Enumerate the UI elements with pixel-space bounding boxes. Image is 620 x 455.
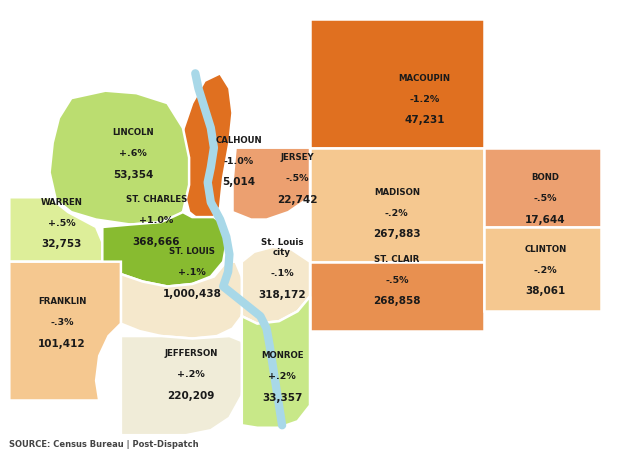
Text: BOND: BOND <box>531 172 560 182</box>
Text: +.2%: +.2% <box>268 371 296 380</box>
Text: -.5%: -.5% <box>286 173 309 182</box>
Polygon shape <box>180 74 232 220</box>
Text: JERSEY: JERSEY <box>281 153 314 162</box>
Text: +.1%: +.1% <box>179 268 206 277</box>
Text: -.3%: -.3% <box>50 317 74 326</box>
Text: 33,357: 33,357 <box>262 392 303 402</box>
Text: ST. CHARLES: ST. CHARLES <box>126 195 187 204</box>
Text: 22,742: 22,742 <box>277 194 318 204</box>
Polygon shape <box>310 148 484 262</box>
Text: CLINTON: CLINTON <box>525 244 567 253</box>
Text: 32,753: 32,753 <box>42 239 82 249</box>
Text: MADISON: MADISON <box>374 187 420 197</box>
Text: -.1%: -.1% <box>270 268 294 278</box>
Text: CALHOUN: CALHOUN <box>215 136 262 144</box>
Text: LINCOLN: LINCOLN <box>112 128 154 137</box>
Text: MONROE: MONROE <box>261 350 303 359</box>
Text: 1,000,438: 1,000,438 <box>163 288 221 298</box>
Text: 268,858: 268,858 <box>373 296 420 306</box>
Text: ST. CLAIR: ST. CLAIR <box>374 254 420 263</box>
Text: -.5%: -.5% <box>534 193 557 202</box>
Text: -1.0%: -1.0% <box>224 156 254 165</box>
Text: 47,231: 47,231 <box>404 115 445 125</box>
Text: JEFFERSON: JEFFERSON <box>164 348 218 357</box>
Polygon shape <box>242 297 310 428</box>
Polygon shape <box>9 198 102 262</box>
Polygon shape <box>121 336 245 435</box>
Text: MACOUPIN: MACOUPIN <box>399 74 451 83</box>
Polygon shape <box>121 262 245 339</box>
Text: +1.0%: +1.0% <box>139 216 174 225</box>
Text: -.2%: -.2% <box>534 265 557 274</box>
Text: 267,883: 267,883 <box>373 229 420 239</box>
Text: FRANKLIN: FRANKLIN <box>38 296 86 305</box>
Polygon shape <box>484 148 601 228</box>
Text: +.5%: +.5% <box>48 218 76 227</box>
Text: WARREN: WARREN <box>41 197 83 206</box>
Text: -1.2%: -1.2% <box>410 95 440 103</box>
Text: St. Louis
city: St. Louis city <box>261 238 303 257</box>
Text: ST. LOUIS: ST. LOUIS <box>169 247 215 256</box>
Text: SOURCE: Census Bureau | Post-Dispatch: SOURCE: Census Bureau | Post-Dispatch <box>9 439 199 448</box>
Polygon shape <box>232 148 310 220</box>
Text: 38,061: 38,061 <box>526 286 565 296</box>
Text: 368,666: 368,666 <box>133 237 180 246</box>
Text: -.5%: -.5% <box>385 275 409 284</box>
Text: 53,354: 53,354 <box>113 170 154 180</box>
Text: 17,644: 17,644 <box>525 214 566 224</box>
Polygon shape <box>484 228 601 312</box>
Text: -.2%: -.2% <box>385 208 409 217</box>
Text: +.2%: +.2% <box>177 369 205 378</box>
Text: 318,172: 318,172 <box>259 289 306 299</box>
Text: 220,209: 220,209 <box>167 390 215 399</box>
Polygon shape <box>102 212 226 287</box>
Polygon shape <box>50 91 189 225</box>
Text: +.6%: +.6% <box>120 149 147 158</box>
Text: 5,014: 5,014 <box>222 177 255 187</box>
Polygon shape <box>9 262 121 400</box>
Polygon shape <box>310 262 484 331</box>
Text: 101,412: 101,412 <box>38 338 86 348</box>
Polygon shape <box>242 247 310 324</box>
Polygon shape <box>310 20 484 148</box>
